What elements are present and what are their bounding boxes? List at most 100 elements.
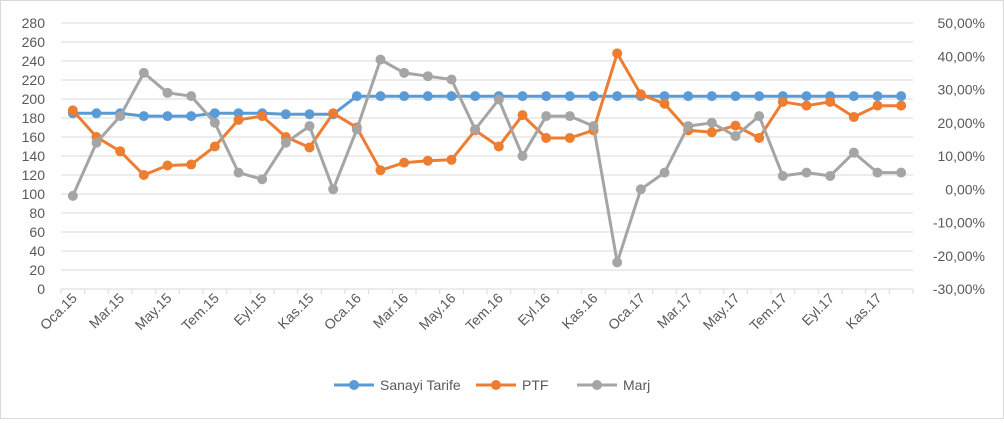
data-point-sanayi-tarife: [422, 91, 433, 102]
x-axis: Oca.15 Mar.15 May.15 Tem.15 Eyl.15 Kas.15 Oca.…: [37, 288, 914, 334]
x-tick-label: Tem.17: [746, 290, 790, 334]
data-point-marj: [138, 67, 149, 78]
data-point-marj: [754, 111, 765, 122]
data-point-ptf: [801, 100, 812, 111]
right-axis-ticks: -30,00% -20,00% -10,00% 0,00% 10,00% 20,00% 30…: [933, 15, 985, 297]
data-point-ptf: [209, 141, 220, 152]
data-point-ptf: [304, 142, 315, 153]
data-point-ptf: [138, 170, 149, 180]
x-tick-label: Tem.16: [462, 290, 506, 334]
y-left-tick-label: 20: [29, 262, 45, 278]
legend-item-ptf: PTF: [476, 377, 548, 393]
data-point-marj: [233, 167, 244, 178]
data-point-sanayi-tarife: [564, 91, 575, 102]
data-point-marj: [209, 117, 220, 128]
data-point-ptf: [399, 157, 410, 168]
legend-item-marj: Marj: [577, 377, 650, 393]
data-point-marj: [588, 121, 599, 132]
data-point-sanayi-tarife: [872, 91, 883, 102]
data-point-sanayi-tarife: [754, 91, 765, 102]
y-right-tick-label: 20,00%: [938, 115, 985, 131]
data-point-marj: [848, 147, 859, 158]
data-point-ptf: [115, 146, 126, 157]
data-point-marj: [896, 167, 907, 178]
left-axis-ticks: 0 20 40 60 80 100 120 140 160 180 200 220 240 260 280: [22, 15, 46, 297]
x-tick-label: Eyl.17: [798, 290, 837, 329]
legend-item-sanayi-tarife: Sanayi Tarife: [334, 377, 461, 393]
data-point-ptf: [375, 165, 386, 176]
data-point-ptf: [422, 155, 433, 166]
data-point-ptf: [612, 48, 623, 59]
data-point-marj: [872, 167, 883, 178]
data-point-marj: [115, 111, 126, 122]
data-point-sanayi-tarife: [209, 108, 220, 119]
data-point-marj: [351, 124, 362, 135]
y-right-tick-label: 0,00%: [945, 181, 985, 197]
x-tick-label: Oca.17: [605, 290, 648, 333]
data-point-ptf: [825, 96, 836, 107]
series-line-marj: [71, 58, 903, 264]
data-point-marj: [517, 151, 528, 161]
series-group: [67, 48, 907, 268]
y-left-tick-label: 200: [22, 91, 46, 107]
data-point-ptf: [186, 159, 197, 170]
data-point-marj: [186, 91, 197, 102]
y-left-tick-label: 180: [22, 110, 46, 126]
data-point-marj: [801, 167, 812, 178]
data-point-sanayi-tarife: [801, 91, 812, 102]
data-point-sanayi-tarife: [91, 108, 102, 119]
y-left-tick-label: 220: [22, 72, 46, 88]
y-left-tick-label: 160: [22, 129, 46, 145]
data-point-ptf: [872, 100, 883, 111]
y-right-tick-label: 10,00%: [938, 148, 985, 164]
x-tick-label: Mar.16: [370, 290, 412, 332]
data-point-marj: [446, 74, 457, 85]
data-point-ptf: [564, 132, 575, 143]
data-point-marj: [730, 131, 741, 142]
data-point-ptf: [233, 114, 244, 125]
y-right-tick-label: -20,00%: [933, 248, 985, 264]
data-point-sanayi-tarife: [730, 91, 741, 102]
data-point-sanayi-tarife: [280, 109, 291, 120]
data-point-sanayi-tarife: [706, 91, 717, 102]
data-point-marj: [257, 174, 268, 185]
legend-swatch-marker: [491, 380, 501, 390]
y-left-tick-label: 0: [37, 281, 45, 297]
data-point-ptf: [446, 154, 457, 165]
data-point-sanayi-tarife: [304, 109, 315, 120]
data-point-sanayi-tarife: [612, 91, 623, 102]
data-point-marj: [328, 184, 339, 195]
data-point-marj: [422, 71, 433, 82]
legend-label: Sanayi Tarife: [380, 377, 461, 393]
data-point-sanayi-tarife: [162, 111, 173, 122]
legend-swatch-marker: [592, 380, 602, 390]
data-point-ptf: [541, 132, 552, 143]
data-point-sanayi-tarife: [470, 91, 481, 102]
data-point-sanayi-tarife: [399, 91, 410, 102]
data-point-marj: [67, 190, 78, 201]
data-point-ptf: [896, 100, 907, 111]
data-point-sanayi-tarife: [541, 91, 552, 102]
data-point-sanayi-tarife: [375, 91, 386, 102]
x-tick-label: May.17: [700, 290, 743, 333]
data-point-sanayi-tarife: [186, 111, 197, 122]
x-tick-label: Tem.15: [178, 290, 222, 334]
data-point-marj: [470, 124, 481, 135]
data-point-marj: [304, 121, 315, 132]
x-tick-label: Mar.15: [86, 290, 128, 332]
data-point-sanayi-tarife: [896, 91, 907, 102]
data-point-ptf: [635, 89, 646, 100]
data-point-ptf: [67, 105, 78, 116]
y-left-tick-label: 280: [22, 15, 46, 31]
data-point-sanayi-tarife: [517, 91, 528, 102]
data-point-sanayi-tarife: [659, 91, 670, 102]
data-point-marj: [399, 67, 410, 78]
y-left-tick-label: 140: [22, 148, 46, 164]
x-tick-label: Mar.17: [654, 290, 696, 332]
y-right-tick-label: -10,00%: [933, 215, 985, 231]
data-point-marj: [162, 87, 173, 98]
data-point-ptf: [848, 112, 859, 123]
data-point-marj: [777, 170, 788, 181]
data-point-marj: [683, 121, 694, 132]
